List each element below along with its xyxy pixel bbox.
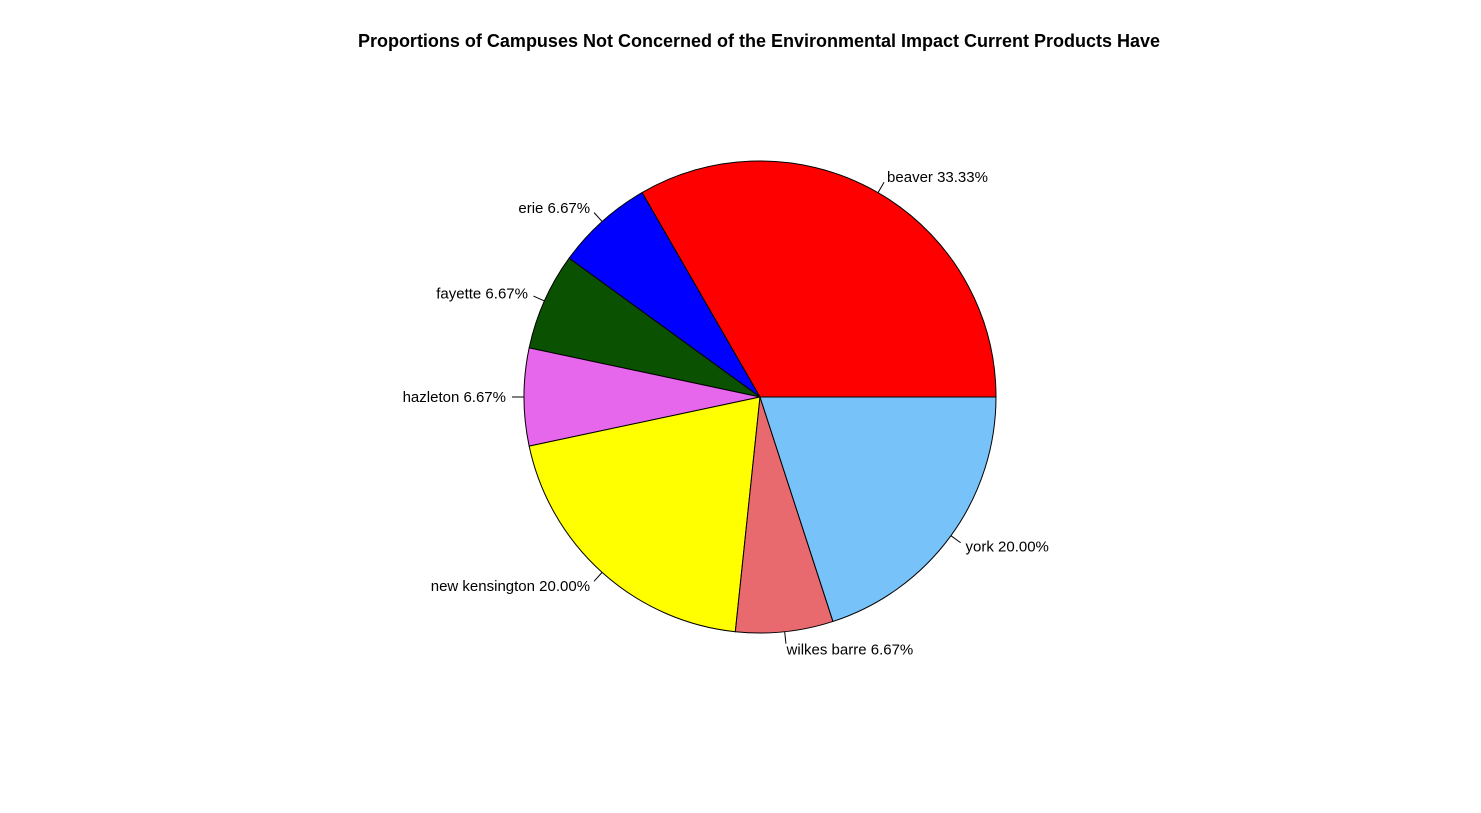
- leader-line-wilkes-barre: [784, 631, 787, 644]
- slice-label-new-kensington: new kensington 20.00%: [431, 578, 590, 595]
- slice-label-wilkes-barre: wilkes barre 6.67%: [786, 642, 914, 659]
- chart-title: Proportions of Campuses Not Concerned of…: [358, 31, 1160, 51]
- slice-label-erie: erie 6.67%: [518, 200, 590, 217]
- slice-label-hazleton: hazleton 6.67%: [403, 389, 506, 406]
- leader-line-erie: [593, 212, 603, 222]
- pie-slice-beaver: [641, 160, 997, 398]
- slice-label-fayette: fayette 6.67%: [436, 286, 528, 303]
- leader-line-fayette: [533, 295, 545, 302]
- leader-line-beaver: [877, 181, 885, 193]
- pie-slices: [523, 160, 997, 634]
- pie-labels: beaver 33.33% erie 6.67% fayette 6.67% hazl…: [403, 169, 1049, 659]
- leader-line-new-kensington: [593, 572, 603, 582]
- leader-line-york: [950, 535, 961, 544]
- pie-slice-york: [759, 396, 997, 623]
- slice-label-beaver: beaver 33.33%: [887, 169, 988, 186]
- slice-label-york: york 20.00%: [966, 538, 1049, 555]
